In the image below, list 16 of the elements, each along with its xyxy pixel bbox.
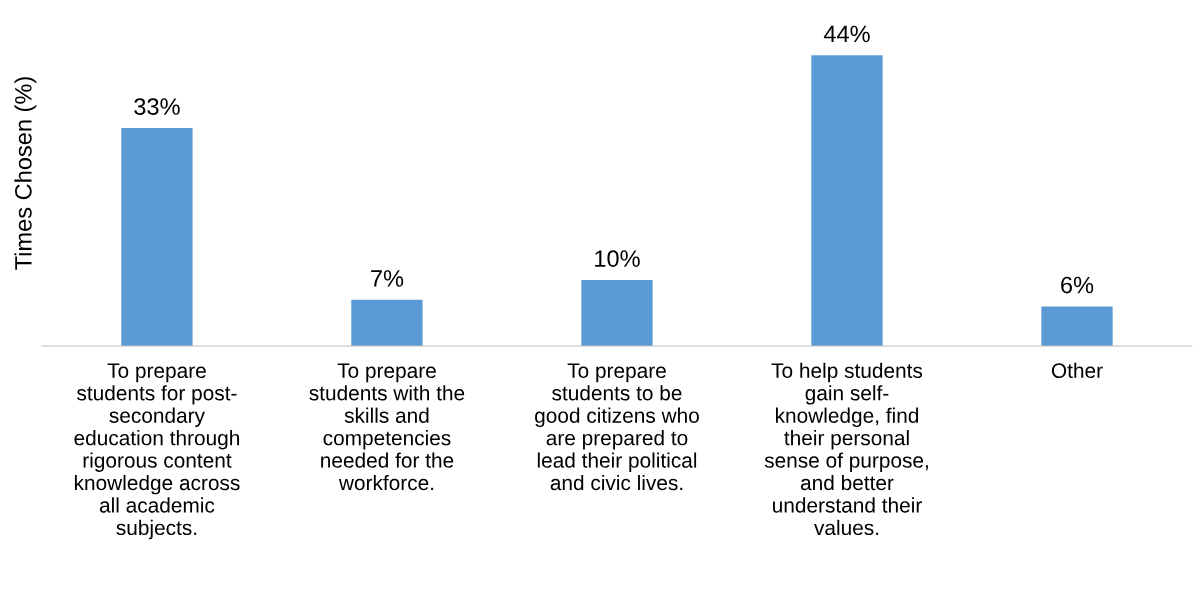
data-label: 10% — [595, 250, 640, 267]
data-label: 44% — [823, 25, 870, 43]
data-label: 7% — [371, 270, 404, 287]
bar — [1041, 306, 1113, 347]
data-label: 33% — [134, 98, 180, 115]
y-axis-title: Times Chosen (%) — [14, 77, 37, 270]
bar — [121, 127, 193, 347]
data-label: 6% — [1061, 276, 1094, 294]
x-tick-label: To prepare students to be good citizens who are prepared to lead their political and civic lives. — [535, 363, 699, 491]
x-tick-label: Other — [1051, 362, 1103, 379]
bar — [581, 279, 653, 347]
x-tick-label: To help students gain self- knowledge, find their personal sense of purpose, and better understand their values. — [764, 362, 928, 536]
x-tick-label: To prepare students with the skills and competencies needed for the workforce. — [309, 363, 465, 491]
x-tick-label: To prepare students for post- secondary education through rigorous content knowledge across all academic subjects. — [74, 363, 240, 540]
bar — [811, 55, 883, 347]
bar — [351, 299, 423, 347]
